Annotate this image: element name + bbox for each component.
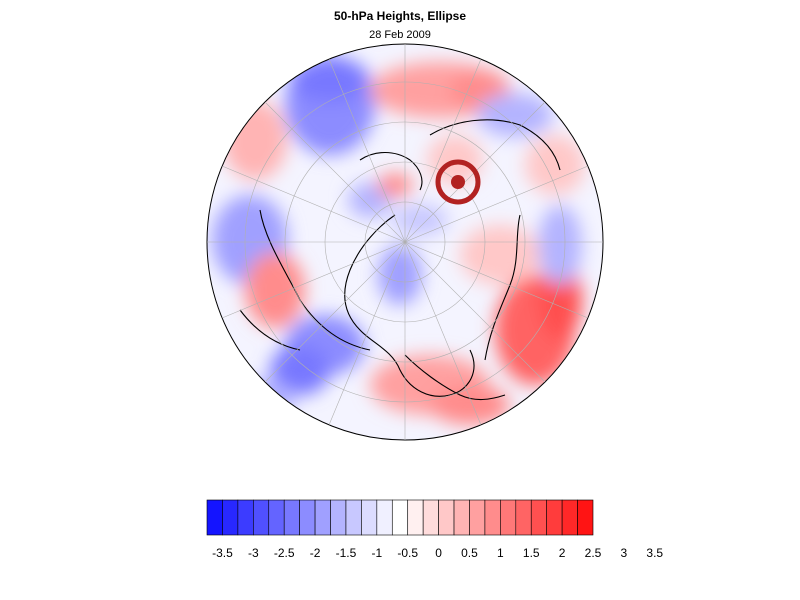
colorbar-swatch: [530, 499, 547, 536]
colorbar-tick-label: -3.5: [212, 546, 233, 560]
colorbar-swatch: [438, 499, 455, 536]
colorbar-swatch: [345, 499, 362, 536]
colorbar-swatch: [299, 499, 316, 536]
colorbar-swatch: [546, 499, 563, 536]
colorbar-tick-label: 3: [621, 546, 628, 560]
colorbar-swatch: [314, 499, 331, 536]
colorbar-swatch: [484, 499, 501, 536]
colorbar-tick-label: -3: [248, 546, 259, 560]
colorbar-tick-label: 0.5: [461, 546, 478, 560]
colorbar-swatch: [330, 499, 347, 536]
colorbar-tick-label: 1.5: [523, 546, 540, 560]
colorbar-tick-label: -1.5: [336, 546, 357, 560]
colorbar-swatch: [361, 499, 378, 536]
colorbar-swatch: [391, 499, 409, 536]
polar-vortex-marker: [435, 159, 481, 205]
colorbar-tick-label: -1: [372, 546, 383, 560]
map-date: 28 Feb 2009: [369, 29, 431, 41]
colorbar-swatch: [407, 499, 424, 536]
colorbar-tick-label: 2: [559, 546, 566, 560]
colorbar-swatch: [500, 499, 517, 536]
colorbar-swatch: [453, 499, 470, 536]
colorbar-tick-label: -2: [310, 546, 321, 560]
colorbar-swatch: [237, 499, 254, 536]
colorbar-tick-label: -2.5: [274, 546, 295, 560]
colorbar-swatch: [283, 499, 300, 536]
colorbar-tick-label: 3.5: [646, 546, 663, 560]
colorbar-tick-label: 2.5: [585, 546, 602, 560]
colorbar-swatch: [268, 499, 285, 536]
map-title: 50-hPa Heights, Ellipse: [333, 9, 467, 23]
colorbar-swatch: [422, 499, 439, 536]
colorbar-swatch: [561, 499, 578, 536]
colorbar-swatch: [253, 499, 270, 536]
colorbar-tick-label: 0: [435, 546, 442, 560]
graticule: [207, 44, 603, 440]
colorbar-swatch: [515, 499, 532, 536]
colorbar-swatch: [222, 499, 239, 536]
colorbar-swatch: [206, 499, 223, 536]
colorbar-tick-label: -0.5: [397, 546, 418, 560]
colorbar-swatch: [577, 499, 594, 536]
colorbar-swatch: [376, 499, 393, 536]
colorbar-swatch: [469, 499, 486, 536]
colorbar-tick-label: 1: [497, 546, 504, 560]
